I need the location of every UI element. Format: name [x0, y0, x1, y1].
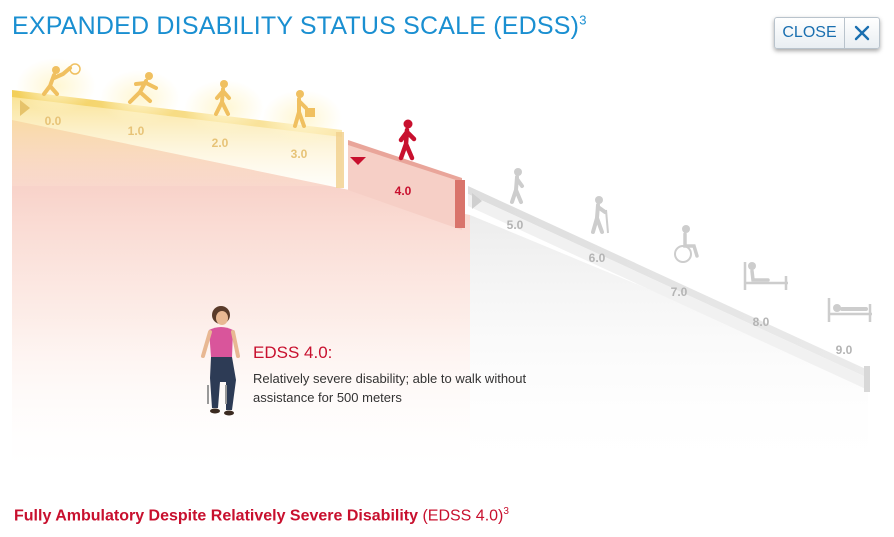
close-button-label: CLOSE: [782, 24, 837, 41]
edss-description: EDSS 4.0: Relatively severe disability; …: [253, 343, 553, 407]
footer-caption: Fully Ambulatory Despite Relatively Seve…: [14, 506, 509, 525]
description-body: Relatively severe disability; able to wa…: [253, 371, 527, 405]
step-label-7[interactable]: 7.0: [671, 285, 688, 299]
footer-superscript: 3: [503, 506, 509, 517]
runner-icon: [128, 72, 158, 104]
page-title: EXPANDED DISABILITY STATUS SCALE (EDSS)3: [12, 12, 587, 41]
tennis-player-icon: [42, 63, 81, 96]
step-label-4[interactable]: 4.0: [395, 184, 412, 198]
walking-person-icon: [398, 119, 417, 161]
cane-walker-icon: [591, 196, 609, 234]
step-label-3[interactable]: 3.0: [291, 147, 308, 161]
step-label-6[interactable]: 6.0: [589, 251, 606, 265]
step-label-2[interactable]: 2.0: [212, 136, 229, 150]
person-carrying-bag-icon: [293, 90, 315, 128]
step-label-8[interactable]: 8.0: [753, 315, 770, 329]
slow-walker-icon: [510, 168, 524, 204]
page-title-text: EXPANDED DISABILITY STATUS SCALE (EDSS): [12, 12, 580, 40]
bed-lying-icon: [827, 298, 872, 322]
bed-sitting-icon: [743, 262, 788, 290]
title-superscript: 3: [579, 12, 587, 28]
step-label-5[interactable]: 5.0: [507, 218, 524, 232]
close-button[interactable]: CLOSE: [774, 17, 880, 49]
footer-normal-text: (EDSS 4.0): [422, 507, 504, 525]
description-heading: EDSS 4.0:: [253, 343, 333, 362]
patient-photo: [201, 306, 240, 416]
walker-icon: [214, 80, 231, 116]
step-label-9[interactable]: 9.0: [836, 343, 853, 357]
gray-marker-icon: [472, 193, 482, 209]
close-icon[interactable]: [844, 18, 879, 48]
step-label-1[interactable]: 1.0: [128, 124, 145, 138]
step-label-0[interactable]: 0.0: [45, 114, 62, 128]
selected-marker-icon: [350, 157, 366, 165]
footer-bold-text: Fully Ambulatory Despite Relatively Seve…: [14, 507, 418, 525]
yellow-marker-icon: [20, 100, 30, 116]
wheelchair-icon: [674, 225, 699, 263]
